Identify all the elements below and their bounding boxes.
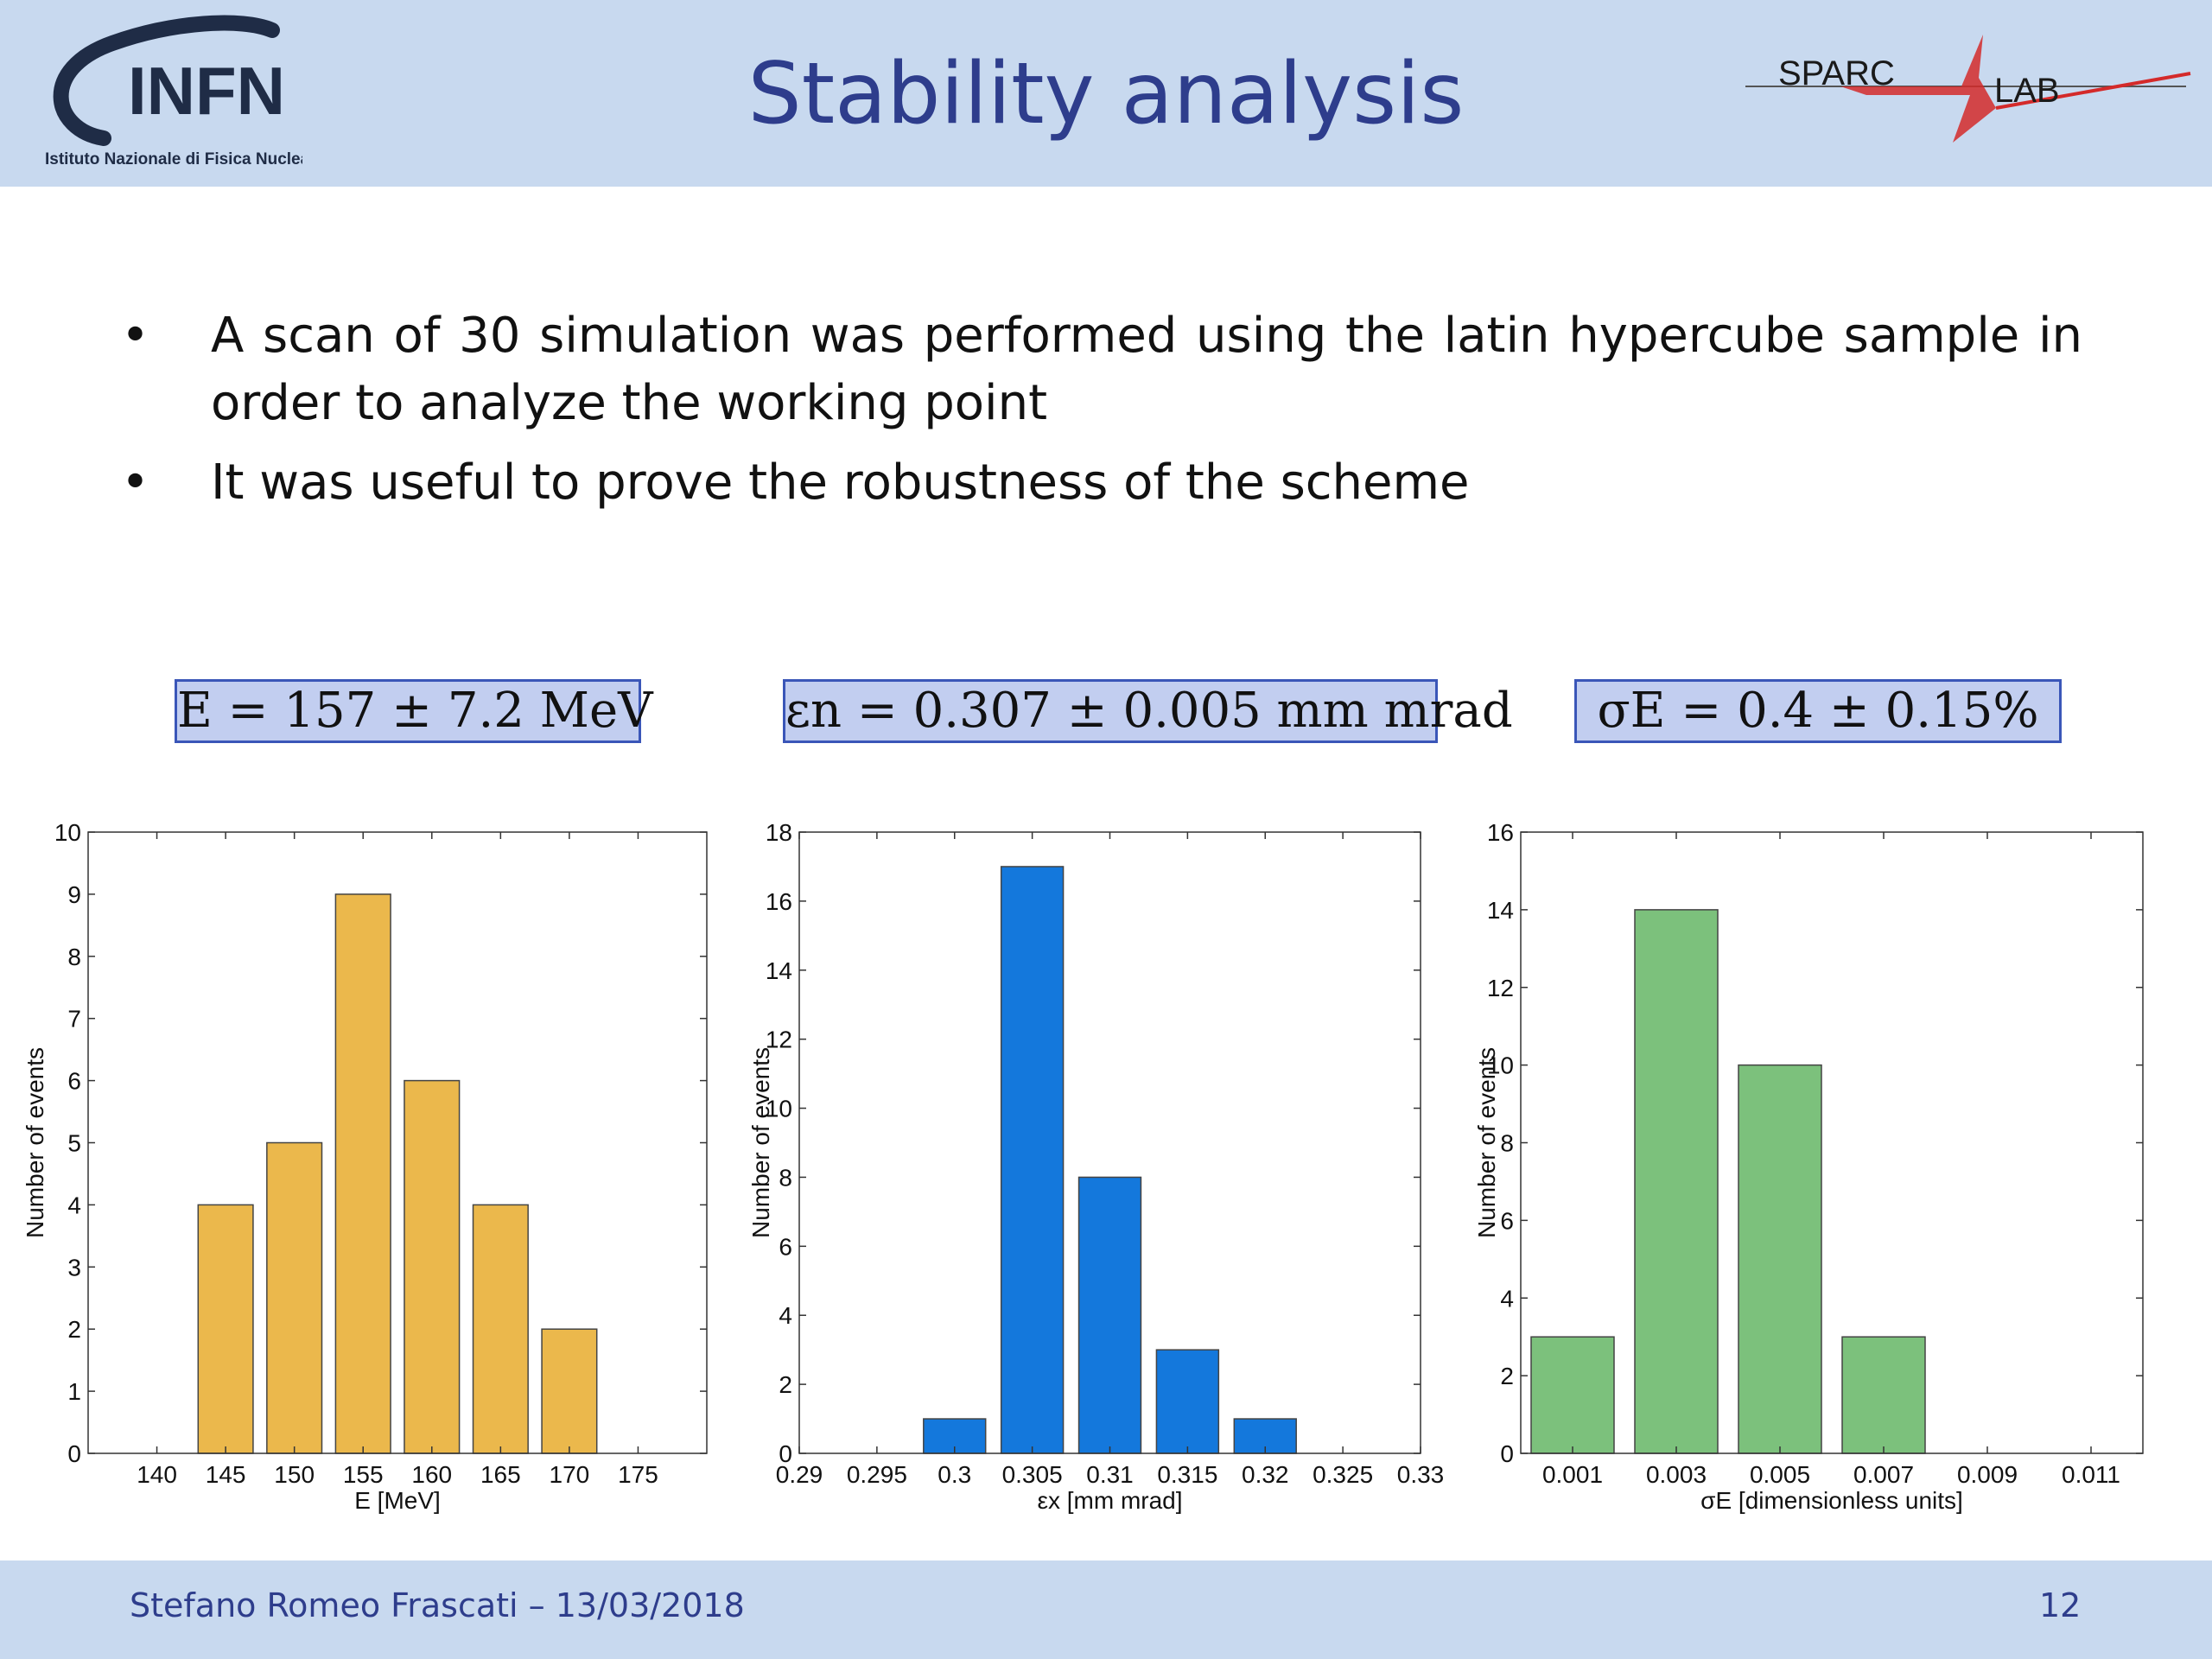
- x-tick-label: 145: [206, 1461, 246, 1488]
- y-tick-label: 14: [1487, 897, 1514, 924]
- x-tick-label: 0.315: [1157, 1461, 1217, 1488]
- x-tick-label: 0.33: [1397, 1461, 1445, 1488]
- x-tick-label: 0.305: [1002, 1461, 1063, 1488]
- x-tick-label: 0.32: [1242, 1461, 1289, 1488]
- y-tick-label: 8: [779, 1164, 792, 1191]
- y-tick-label: 9: [67, 881, 81, 908]
- emittance-histogram: 0.29 0.295 0.3 0.305 0.31 0.315 0.32 0.325 0.33 0…: [747, 819, 1445, 1514]
- x-tick-label: 170: [550, 1461, 590, 1488]
- x-tick-label: 175: [618, 1461, 658, 1488]
- x-tick-label: 0.003: [1646, 1461, 1707, 1488]
- y-tick-label: 4: [1500, 1285, 1514, 1312]
- y-tick-label: 10: [1487, 1052, 1514, 1079]
- bullet-text: A scan of 30 simulation was performed us…: [211, 308, 2082, 431]
- histogram-bar: [1000, 866, 1065, 1454]
- energy-formula: E = 157 ± 7.2 MeV: [175, 679, 653, 743]
- y-tick-label: 6: [1500, 1207, 1514, 1234]
- slide-header: [0, 0, 2212, 187]
- y-tick-label: 2: [779, 1371, 792, 1398]
- bullet-item: • It was useful to prove the robustness …: [121, 449, 2082, 517]
- histogram-bar: [541, 1328, 598, 1454]
- sparc-lab-logo: SPARC LAB: [1745, 35, 2191, 143]
- x-tick-label: 0.3: [938, 1461, 971, 1488]
- y-tick-label: 4: [67, 1192, 81, 1218]
- y-tick-label: 10: [766, 1096, 792, 1122]
- y-tick-label: 3: [67, 1254, 81, 1281]
- bullet-symbol: •: [121, 454, 150, 511]
- histogram-bar: [404, 1079, 461, 1454]
- y-tick-label: 16: [766, 888, 792, 915]
- energy-histogram: 140 145 150 155 160 165 170 175 0 1 2 3 4 5 6 7 8 9 10 E [M…: [22, 819, 708, 1514]
- histogram-bar: [1077, 1176, 1142, 1454]
- y-tick-label: 12: [1487, 975, 1514, 1001]
- y-tick-label: 0: [67, 1440, 81, 1467]
- x-axis-label: E [MeV]: [354, 1487, 441, 1514]
- y-tick-label: 16: [1487, 819, 1514, 846]
- y-axis-label: Number of events: [747, 1047, 774, 1238]
- histogram-bar: [1634, 909, 1719, 1454]
- histogram-bar: [197, 1204, 254, 1454]
- page-number: 12: [2039, 1586, 2082, 1624]
- y-tick-label: 7: [67, 1006, 81, 1033]
- x-tick-label: 0.009: [1957, 1461, 2018, 1488]
- x-tick-label: 0.007: [1853, 1461, 1914, 1488]
- histogram-bar: [334, 893, 391, 1454]
- footer-author-date: Stefano Romeo Frascati – 13/03/2018: [130, 1586, 745, 1624]
- emittance-formula: εn = 0.307 ± 0.005 mm mrad: [783, 679, 1513, 743]
- y-tick-label: 5: [67, 1130, 81, 1157]
- slide-footer: [0, 1560, 2212, 1659]
- y-tick-label: 2: [1500, 1363, 1514, 1389]
- x-tick-label: 0.011: [2062, 1461, 2120, 1488]
- y-tick-label: 14: [766, 957, 792, 984]
- x-tick-label: 0.29: [776, 1461, 823, 1488]
- y-tick-label: 6: [779, 1233, 792, 1260]
- histogram-bar: [472, 1204, 529, 1454]
- y-axis-label: Number of events: [22, 1047, 48, 1238]
- bullet-symbol: •: [121, 308, 150, 364]
- infn-logo-text: INFN: [128, 53, 285, 129]
- y-tick-label: 6: [67, 1068, 81, 1095]
- infn-logo: INFN Istituto Nazionale di Fisica Nuclea…: [45, 15, 302, 168]
- y-tick-label: 10: [54, 819, 81, 846]
- energy-spread-formula: σE = 0.4 ± 0.15%: [1574, 679, 2062, 743]
- energy-spread-histogram: 0.001 0.003 0.005 0.007 0.009 0.011 0 2 4 6 8 10 12 1…: [1473, 819, 2144, 1514]
- bullet-item: • A scan of 30 simulation was performed …: [121, 302, 2082, 437]
- x-tick-label: 0.31: [1086, 1461, 1134, 1488]
- x-tick-label: 0.325: [1313, 1461, 1373, 1488]
- plot-axes-box: [87, 831, 708, 1454]
- y-tick-label: 2: [67, 1316, 81, 1343]
- histogram-bar: [1155, 1349, 1220, 1454]
- x-tick-label: 0.001: [1542, 1461, 1603, 1488]
- slide-title: Stability analysis: [747, 45, 1465, 143]
- y-tick-label: 12: [766, 1027, 792, 1053]
- y-tick-label: 8: [1500, 1130, 1514, 1157]
- infn-logo-subtitle: Istituto Nazionale di Fisica Nucleare: [45, 150, 302, 168]
- histogram-bar: [266, 1141, 323, 1454]
- x-tick-label: 165: [480, 1461, 521, 1488]
- sparc-logo-text: SPARC: [1778, 54, 1895, 92]
- y-tick-label: 18: [766, 819, 792, 846]
- x-tick-label: 150: [274, 1461, 315, 1488]
- x-tick-label: 0.005: [1750, 1461, 1810, 1488]
- y-axis-label: Number of events: [1473, 1047, 1500, 1238]
- histogram-bar: [1738, 1064, 1822, 1454]
- y-tick-label: 0: [779, 1440, 792, 1467]
- x-axis-label: σE [dimensionless units]: [1700, 1487, 1963, 1514]
- x-tick-label: 140: [137, 1461, 177, 1488]
- x-tick-label: 155: [343, 1461, 384, 1488]
- bullet-text: It was useful to prove the robustness of…: [211, 454, 1470, 511]
- y-tick-label: 4: [779, 1302, 792, 1329]
- x-axis-label: εx [mm mrad]: [1037, 1487, 1182, 1514]
- lab-logo-text: LAB: [1994, 72, 2060, 110]
- x-tick-label: 0.295: [847, 1461, 907, 1488]
- histogram-bar: [1841, 1336, 1926, 1454]
- y-tick-label: 0: [1500, 1440, 1514, 1467]
- bullet-list: • A scan of 30 simulation was performed …: [121, 302, 2082, 529]
- y-tick-label: 1: [67, 1378, 81, 1405]
- histogram-bar: [1530, 1336, 1615, 1454]
- y-tick-label: 8: [67, 944, 81, 970]
- x-tick-label: 160: [411, 1461, 452, 1488]
